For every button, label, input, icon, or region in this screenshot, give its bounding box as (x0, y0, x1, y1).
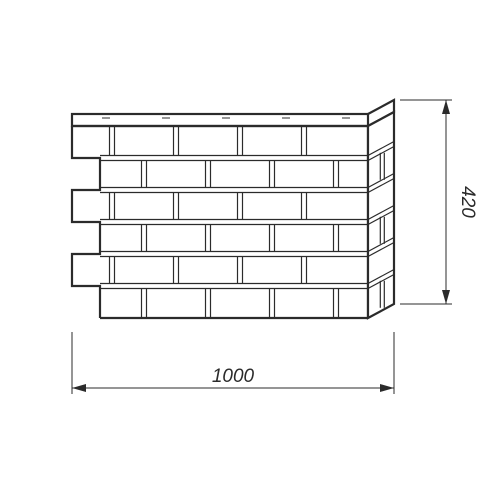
height-dimension-label: 420 (457, 186, 478, 218)
width-dimension-label: 1000 (212, 366, 255, 387)
dimension-drawing: 1000 420 (0, 0, 500, 500)
